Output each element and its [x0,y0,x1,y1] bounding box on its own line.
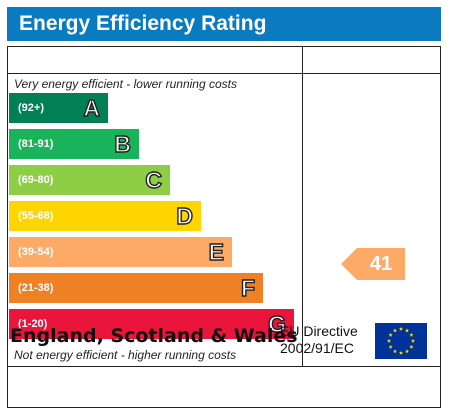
rating-chart-frame: Very energy efficient - lower running co… [7,46,441,408]
eu-directive-line2: 2002/91/EC [280,340,354,356]
eu-star-icon [388,332,393,337]
eu-star-icon [386,338,392,343]
eu-star-icon [410,338,416,343]
band-letter: D [176,202,194,229]
band-letter: G [267,310,286,337]
band-letter: A [83,94,101,121]
page-title: Energy Efficiency Rating [7,7,441,41]
eu-star-icon [398,350,404,355]
band-letter: E [208,238,225,265]
band-f: (21-38) F [9,273,263,303]
eu-star-icon [398,326,404,331]
band-a: (92+) A [9,93,108,123]
region-label: England, Scotland & Wales [10,325,298,347]
band-d: (55-68) D [9,201,201,231]
eu-stars-icon [386,326,416,355]
band-letter: C [145,166,163,193]
inefficient-note: Not energy efficient - higher running co… [14,348,237,362]
eu-star-icon [409,332,414,337]
band-range: (21-38) [18,282,54,294]
eu-star-icon [388,344,393,349]
band-e: (39-54) E [9,237,232,267]
eu-star-icon [392,349,398,354]
eu-star-icon [409,344,414,349]
band-range: (55-68) [18,210,54,222]
rating-arrow-shape [341,248,405,280]
column-divider [302,47,303,366]
band-g: (1-20) G [9,309,294,339]
eu-star-icon [404,349,410,354]
header-divider [8,73,440,74]
band-range: (92+) [18,102,44,114]
band-b: (81-91) B [9,129,139,159]
band-letter: B [114,130,132,157]
eu-directive-line1: EU Directive [280,323,358,339]
current-rating-arrow: 41 [341,248,405,280]
band-c: (69-80) C [9,165,170,195]
eu-directive: EU Directive 2002/91/EC [280,323,358,357]
efficient-note: Very energy efficient - lower running co… [14,77,237,91]
band-letter: F [240,274,255,301]
footer-divider [8,366,440,367]
eu-flag-icon [375,323,427,359]
current-rating-value: 41 [369,253,393,275]
band-range: (69-80) [18,174,54,186]
band-range: (1-20) [18,318,48,330]
eu-star-icon [404,328,410,333]
band-range: (81-91) [18,138,54,150]
band-range: (39-54) [18,246,54,258]
eu-star-icon [392,328,398,333]
